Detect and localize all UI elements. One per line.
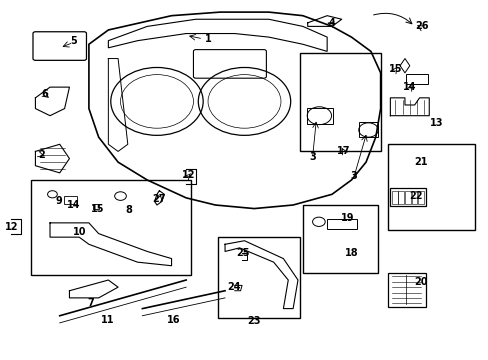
Text: 2: 2 bbox=[38, 150, 44, 160]
Text: 14: 14 bbox=[66, 200, 80, 210]
Bar bbox=[217, 237, 300, 318]
Text: 3: 3 bbox=[308, 152, 315, 162]
Text: 22: 22 bbox=[408, 191, 422, 201]
Text: 13: 13 bbox=[429, 118, 443, 128]
Text: 18: 18 bbox=[344, 248, 358, 258]
Bar bbox=[387, 144, 474, 230]
Bar bbox=[30, 180, 191, 275]
Text: 26: 26 bbox=[414, 21, 428, 31]
Text: 15: 15 bbox=[91, 203, 104, 213]
Text: 3: 3 bbox=[350, 171, 357, 181]
Text: 8: 8 bbox=[125, 205, 132, 215]
Text: 1: 1 bbox=[204, 34, 211, 44]
Text: 15: 15 bbox=[387, 64, 401, 74]
Text: 20: 20 bbox=[413, 277, 427, 287]
Text: 10: 10 bbox=[73, 227, 87, 237]
Text: 5: 5 bbox=[70, 36, 77, 46]
Text: 9: 9 bbox=[55, 197, 62, 206]
Text: 27: 27 bbox=[152, 194, 166, 203]
Text: 14: 14 bbox=[402, 82, 416, 92]
Text: 23: 23 bbox=[247, 316, 261, 326]
Text: 21: 21 bbox=[413, 157, 427, 167]
Text: 6: 6 bbox=[41, 89, 48, 99]
Text: 12: 12 bbox=[5, 222, 19, 232]
Text: 7: 7 bbox=[87, 298, 94, 308]
Text: 25: 25 bbox=[236, 248, 249, 258]
Bar bbox=[300, 53, 380, 152]
Bar bbox=[302, 205, 377, 273]
Text: 24: 24 bbox=[226, 282, 240, 292]
Text: 11: 11 bbox=[101, 315, 114, 325]
Text: 12: 12 bbox=[182, 170, 195, 180]
Text: 4: 4 bbox=[328, 18, 335, 28]
Text: 16: 16 bbox=[167, 315, 181, 325]
Text: 17: 17 bbox=[337, 147, 350, 157]
Text: 19: 19 bbox=[340, 212, 354, 222]
